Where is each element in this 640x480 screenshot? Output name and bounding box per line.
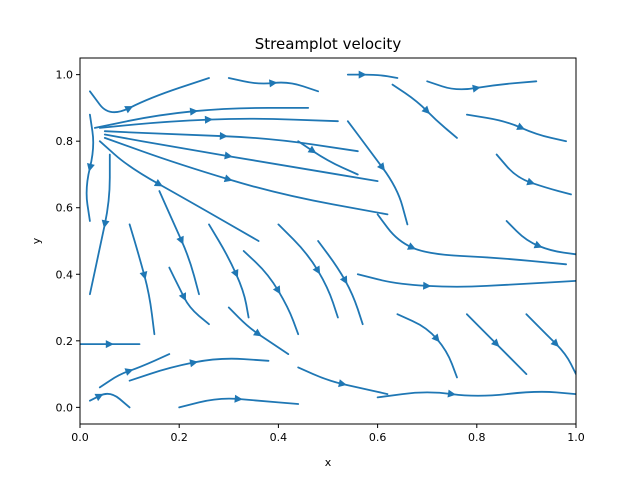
streamline-arrowhead — [472, 84, 481, 93]
streamline-arrowhead — [491, 338, 500, 347]
x-tick-label: 0.6 — [369, 431, 387, 444]
streamline — [227, 306, 290, 355]
streamline-arrowhead — [139, 271, 148, 280]
streamline — [103, 133, 379, 182]
streamline — [396, 313, 458, 379]
streamline-arrowhead — [550, 338, 559, 347]
streamline — [317, 240, 364, 326]
streamline — [391, 83, 458, 139]
streamline — [297, 366, 389, 395]
streamline-arrowhead — [219, 132, 228, 140]
streamline-arrowhead — [153, 179, 163, 187]
streamline — [505, 220, 576, 256]
streamline-arrowhead — [224, 151, 233, 160]
streamline-arrowhead — [253, 328, 262, 337]
streamline-arrowhead — [377, 162, 385, 171]
plot-frame — [79, 57, 577, 425]
streamline-arrowhead — [516, 122, 526, 130]
x-tick-label: 0.4 — [270, 431, 288, 444]
streamline-arrowhead — [105, 340, 114, 349]
streamline-arrowhead — [101, 219, 110, 229]
chart-title: Streamplot velocity — [255, 35, 402, 53]
streamline — [94, 107, 310, 129]
x-axis-label: x — [325, 456, 332, 469]
streamline — [98, 353, 171, 389]
streamline-arrowhead — [526, 177, 536, 186]
streamline — [227, 77, 319, 93]
streamline — [158, 190, 200, 296]
streamline — [103, 137, 389, 216]
streamline-arrowhead — [178, 292, 186, 302]
streamline — [466, 113, 567, 143]
x-axis: 0.0 0.2 0.4 0.6 0.8 1.0 — [71, 424, 585, 444]
streamline-arrowhead — [189, 107, 199, 116]
y-tick-label: 0.0 — [56, 401, 74, 414]
streamline-arrowhead — [124, 368, 134, 376]
streamline — [242, 250, 300, 336]
streamline — [525, 313, 576, 375]
streamline-arrowhead — [421, 105, 430, 115]
streamline-arrowhead — [533, 240, 543, 249]
y-axis-label: y — [30, 237, 43, 244]
streamline — [346, 120, 409, 226]
streamline-arrowhead — [189, 359, 198, 368]
streamline — [89, 153, 111, 296]
y-tick-label: 1.0 — [56, 69, 74, 82]
streamline-arrowhead — [87, 163, 95, 172]
streamline-arrowhead — [94, 393, 104, 402]
streamline-arrowhead — [231, 269, 239, 278]
streamline-arrowhead — [269, 79, 278, 88]
streamline-arrowhead — [338, 379, 347, 388]
streamline-arrowhead — [234, 394, 243, 403]
streamline-arrowhead — [272, 285, 281, 295]
streamline — [128, 223, 156, 336]
y-tick-label: 0.6 — [56, 202, 74, 215]
streamline-arrowhead — [307, 145, 317, 154]
streamline-arrowhead — [223, 174, 233, 183]
streamline — [98, 117, 339, 129]
streamline — [208, 223, 250, 319]
streamline — [85, 113, 95, 222]
streamline-arrowhead — [124, 106, 134, 114]
streamline — [128, 357, 270, 382]
y-axis: 0.0 0.2 0.4 0.6 0.8 1.0 — [56, 69, 80, 414]
x-tick-label: 0.2 — [170, 431, 188, 444]
streamline-arrowhead — [431, 333, 440, 343]
streamline — [495, 153, 572, 196]
streamline-arrowhead — [358, 70, 367, 79]
streamline — [89, 77, 210, 114]
streamline — [178, 397, 300, 409]
streamline — [98, 140, 260, 242]
y-tick-label: 0.4 — [56, 268, 74, 281]
streamline — [426, 80, 538, 91]
streamline — [168, 266, 210, 326]
y-tick-label: 0.8 — [56, 135, 74, 148]
streamline-arrowhead — [339, 275, 348, 285]
streamline — [103, 130, 359, 153]
streamline-arrowhead — [407, 242, 416, 250]
streamline-arrowhead — [423, 281, 432, 290]
y-tick-label: 0.2 — [56, 335, 74, 348]
streamlines-group — [80, 70, 576, 409]
streamline — [277, 223, 339, 319]
x-tick-label: 0.8 — [468, 431, 486, 444]
streamline-arrowhead — [204, 115, 213, 124]
x-tick-label: 1.0 — [567, 431, 585, 444]
streamline-arrowhead — [176, 235, 184, 245]
streamline-arrowhead — [312, 265, 321, 275]
x-tick-label: 0.0 — [71, 431, 89, 444]
streamline — [466, 313, 528, 375]
streamline-arrowhead — [447, 389, 456, 398]
